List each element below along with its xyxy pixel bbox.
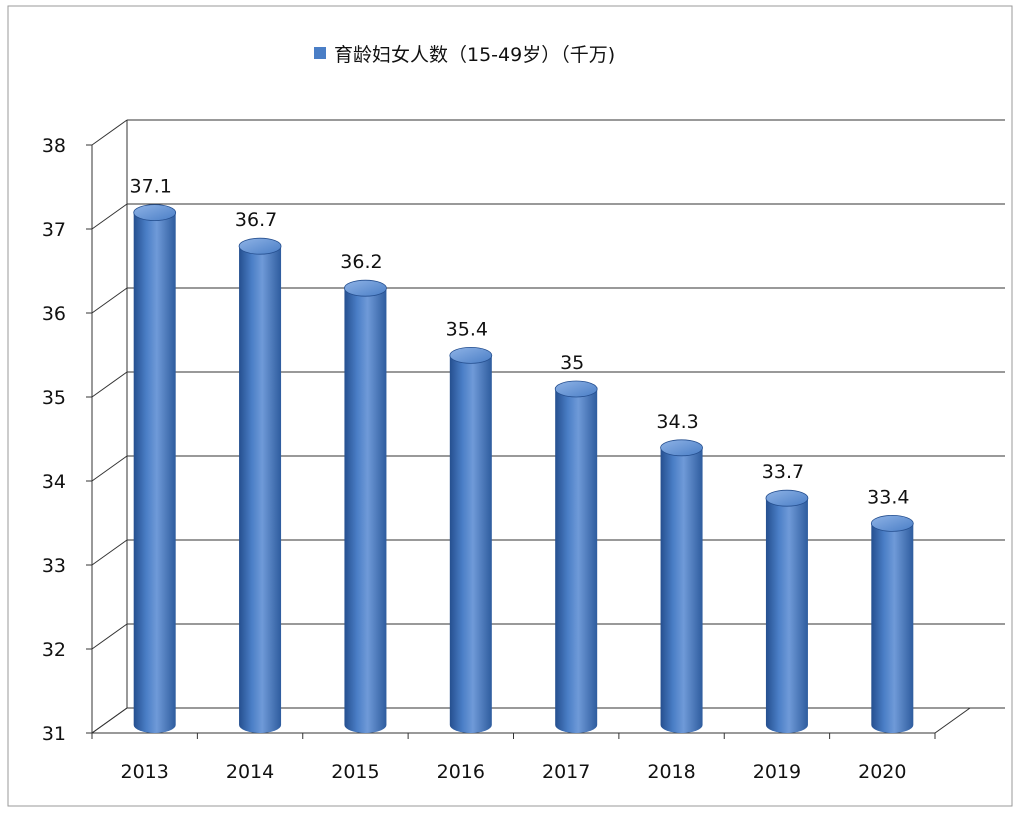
x-tick-label: 2013	[121, 761, 169, 783]
bar	[871, 523, 914, 733]
bar-cap	[344, 279, 387, 297]
gridline-depth	[91, 623, 128, 650]
data-label: 33.7	[762, 461, 804, 483]
bar-cap	[238, 237, 282, 255]
legend-swatch	[314, 47, 326, 59]
bar-cap	[449, 346, 493, 364]
bar-cap	[554, 380, 598, 398]
y-tick-label: 36	[42, 303, 66, 325]
bar	[555, 389, 598, 733]
bar	[765, 498, 808, 733]
data-label: 35	[560, 352, 584, 374]
x-tick-label: 2019	[753, 761, 801, 783]
gridline-depth	[91, 119, 128, 146]
gridline-depth	[91, 287, 128, 314]
grid-layer	[91, 119, 1005, 734]
bar-cap	[133, 204, 177, 222]
bar-cap	[765, 489, 809, 507]
legend: 育龄妇女人数（15-49岁）（千万)	[314, 38, 615, 68]
plot-floor	[90, 707, 972, 734]
data-label: 34.3	[656, 411, 698, 433]
label-layer: 37.1 2013 36.7 2014 36.2 2015 35.4 2016 35 2017 34…	[121, 176, 910, 783]
y-tick-label: 33	[42, 555, 66, 577]
data-label: 37.1	[130, 176, 172, 198]
x-tick-label: 2015	[331, 761, 379, 783]
outer-frame	[7, 5, 1013, 807]
bar-layer	[133, 204, 914, 734]
axis-layer: 31 32 33 34 35 36 37 38	[42, 120, 972, 745]
x-tick-label: 2017	[542, 761, 590, 783]
y-tick-label: 38	[42, 135, 66, 157]
bar	[133, 212, 176, 734]
data-label: 33.4	[867, 486, 909, 508]
data-label: 36.2	[340, 251, 382, 273]
y-tick-label: 37	[42, 219, 66, 241]
bar	[239, 246, 282, 733]
y-tick-label: 35	[42, 387, 66, 409]
x-tick-label: 2014	[226, 761, 274, 783]
bar	[660, 447, 703, 733]
bar	[449, 355, 492, 733]
bar	[344, 288, 387, 733]
gridline-depth	[91, 539, 128, 566]
data-label: 36.7	[235, 209, 277, 231]
y-tick-label: 32	[42, 639, 66, 661]
bar-cap	[660, 439, 703, 457]
y-tick-label: 34	[42, 471, 66, 493]
bar-cap	[870, 515, 914, 532]
gridline-depth	[91, 203, 128, 230]
data-label: 35.4	[446, 318, 488, 340]
x-tick-label: 2018	[647, 761, 695, 783]
x-tick-label: 2016	[437, 761, 485, 783]
legend-label: 育龄妇女人数（15-49岁）（千万)	[334, 43, 616, 66]
gridline-depth	[91, 455, 128, 482]
x-tick-label: 2020	[858, 761, 906, 783]
y-tick-label: 31	[42, 723, 66, 745]
gridline-depth	[91, 371, 128, 398]
